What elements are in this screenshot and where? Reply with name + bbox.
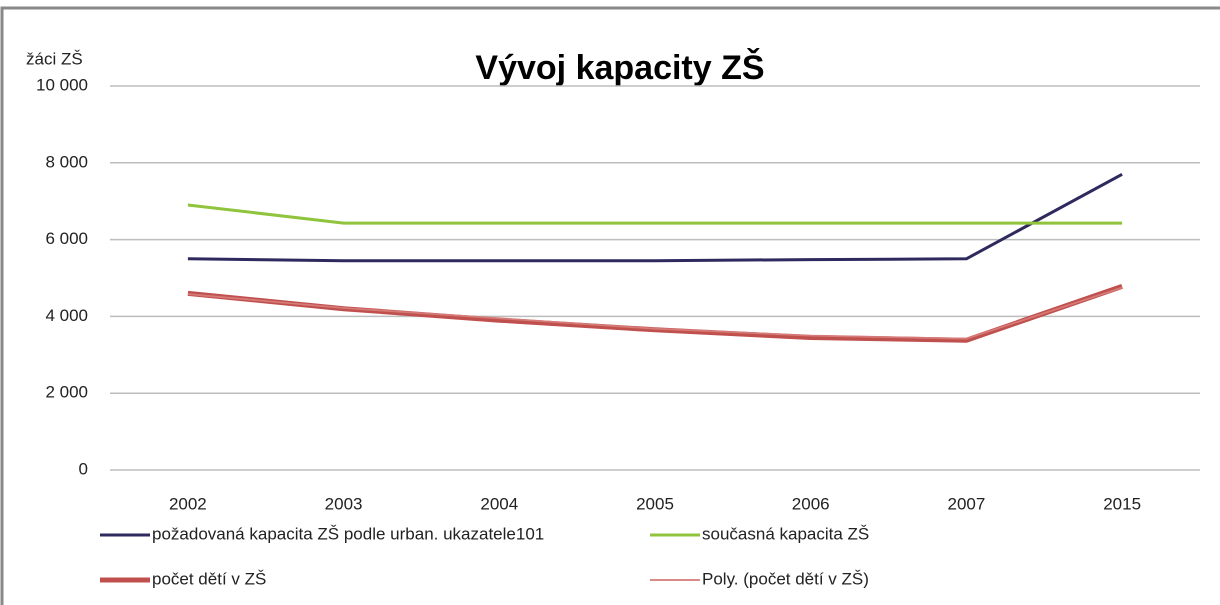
x-tick-label: 2007 [948,494,986,513]
frame [0,6,1220,605]
y-tick-label: 10 000 [36,75,88,94]
legend-label: současná kapacita ZŠ [702,524,869,543]
y-axis-title: žáci ZŠ [26,49,83,68]
y-tick-label: 8 000 [45,152,88,171]
series-line [187,286,1123,340]
x-tick-label: 2002 [169,494,207,513]
x-tick-label: 2006 [792,494,830,513]
legend-label: Poly. (počet dětí v ZŠ) [702,569,869,588]
x-tick-label: 2003 [325,494,363,513]
chart-title: Vývoj kapacity ZŠ [475,48,764,87]
y-tick-label: 0 [79,459,88,478]
x-tick-label: 2015 [1103,494,1141,513]
y-tick-label: 4 000 [45,306,88,325]
series-line [187,203,1123,225]
y-tick-label: 2 000 [45,383,88,402]
series-line [187,284,1123,343]
legend-label: počet dětí v ZŠ [152,569,266,588]
x-tick-label: 2005 [636,494,674,513]
legend-label: požadovaná kapacita ZŠ podle urban. ukaz… [152,524,544,543]
series-line [187,172,1123,263]
y-tick-label: 6 000 [45,229,88,248]
x-tick-label: 2004 [480,494,518,513]
